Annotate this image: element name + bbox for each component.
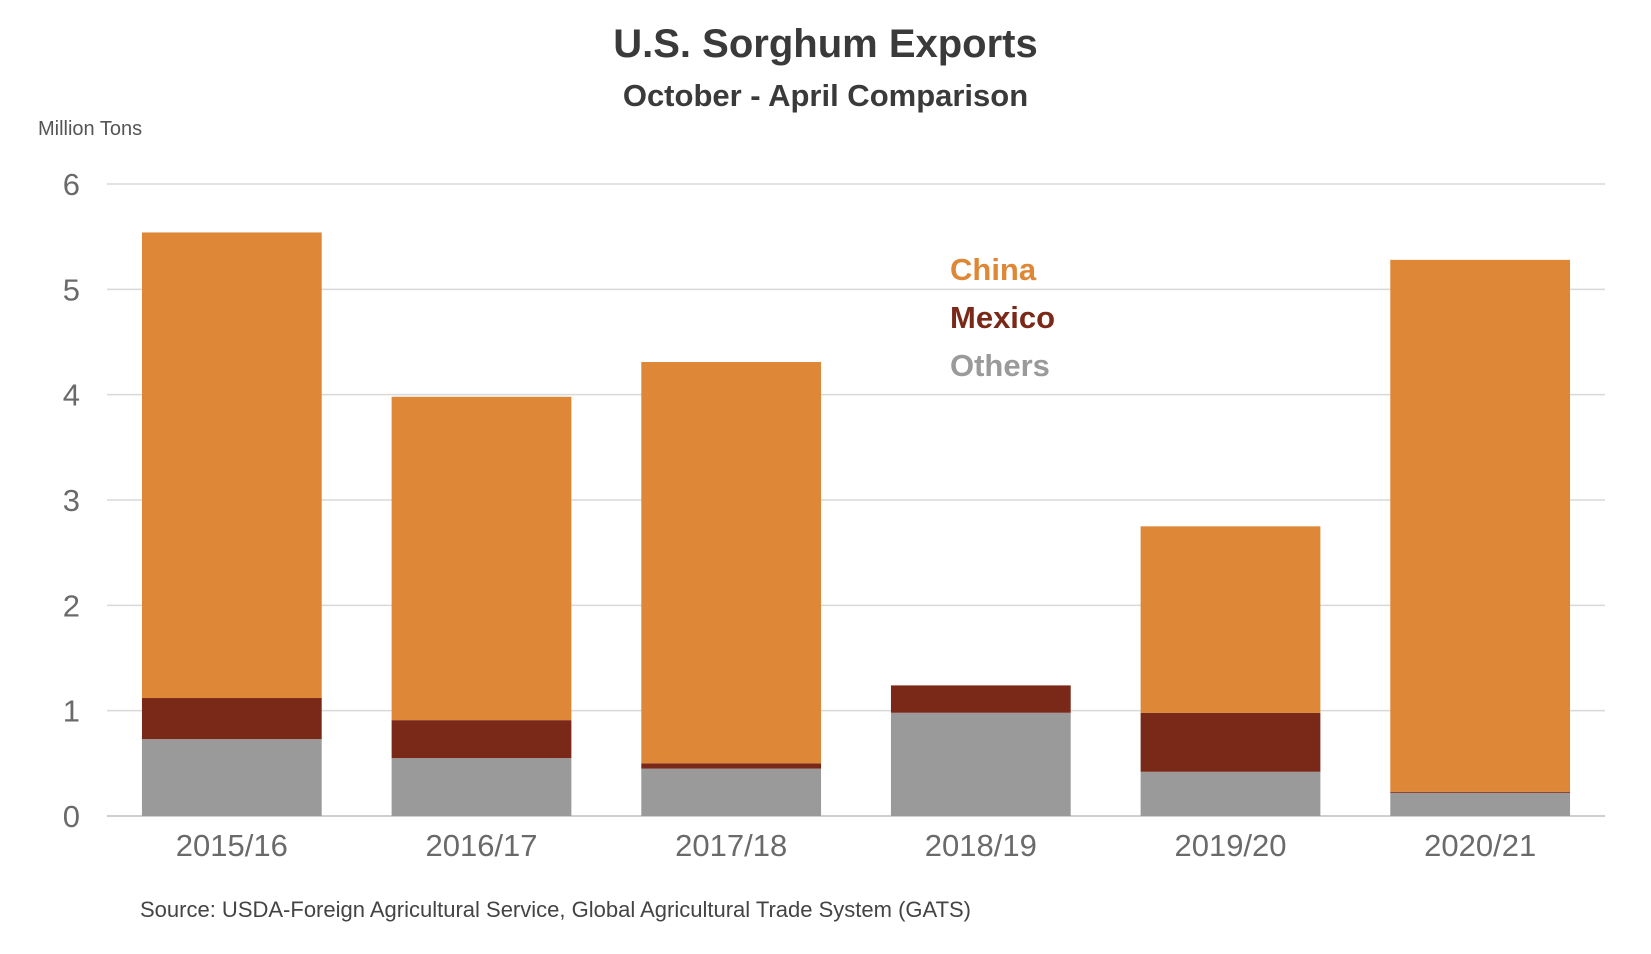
bar-segment-china (1140, 526, 1321, 713)
bar-segment-china (641, 362, 822, 764)
bar-segment-others (641, 768, 822, 816)
bar-segment-others (141, 739, 322, 816)
x-tick-label: 2017/18 (675, 828, 787, 863)
bar-segment-mexico (1140, 712, 1321, 772)
x-tick-label: 2016/17 (425, 828, 537, 863)
bar-segment-others (1390, 792, 1571, 816)
source-note: Source: USDA-Foreign Agricultural Servic… (140, 897, 972, 922)
bar-segment-others (391, 758, 572, 816)
y-tick-label: 4 (63, 378, 80, 413)
x-tick-label: 2018/19 (925, 828, 1037, 863)
legend-entry-mexico: Mexico (950, 300, 1056, 335)
bar-segment-mexico (890, 685, 1071, 713)
bar-segment-china (391, 396, 572, 721)
bar-segment-china (1390, 259, 1571, 792)
x-tick-label: 2015/16 (176, 828, 288, 863)
y-tick-label: 5 (63, 272, 80, 307)
legend-entry-others: Others (950, 348, 1050, 383)
bar-segment-mexico (641, 763, 822, 769)
chart-title: U.S. Sorghum Exports (613, 22, 1038, 66)
bar-segment-mexico (1390, 791, 1571, 793)
x-tick-label: 2019/20 (1174, 828, 1286, 863)
bar-segment-others (890, 712, 1071, 816)
bar-segment-others (1140, 771, 1321, 816)
chart-subtitle: October - April Comparison (622, 78, 1029, 113)
y-axis-unit-label: Million Tons (38, 118, 143, 140)
chart-legend: China Mexico Others (950, 246, 1055, 390)
y-tick-label: 0 (63, 799, 80, 834)
y-tick-label: 3 (63, 483, 80, 518)
y-tick-label: 1 (63, 694, 80, 729)
x-tick-label: 2020/21 (1424, 828, 1536, 863)
y-tick-label: 2 (63, 588, 80, 623)
bar-segment-mexico (141, 698, 322, 740)
bar-segment-china (141, 232, 322, 699)
y-tick-label: 6 (63, 167, 80, 202)
legend-entry-china: China (950, 252, 1037, 287)
bar-segment-mexico (391, 720, 572, 759)
